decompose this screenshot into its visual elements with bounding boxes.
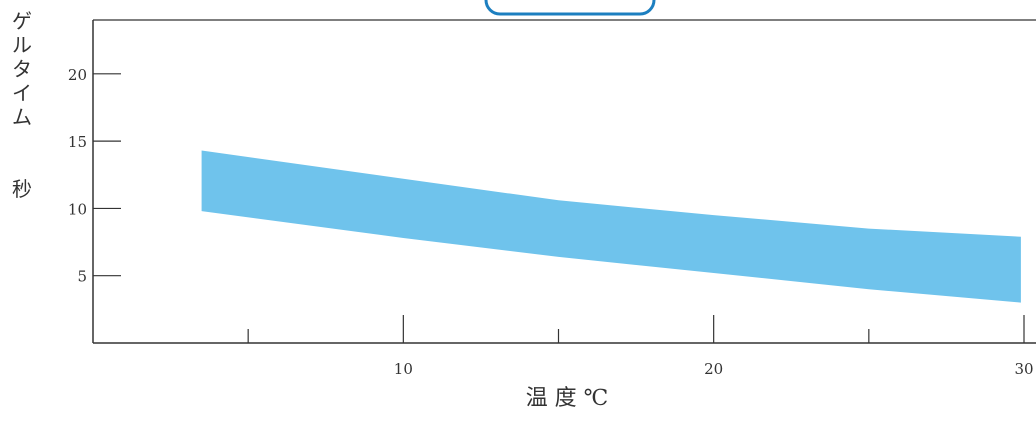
y-tick-label-5: 5: [77, 268, 87, 286]
y-ticks: 5 10 15 20: [68, 66, 121, 286]
y-tick-label-15: 15: [68, 133, 87, 151]
y-tick-label-20: 20: [68, 66, 87, 84]
y-tick-label-10: 10: [68, 200, 87, 218]
header-box: [484, 0, 656, 16]
y-label-char-4: ム: [12, 105, 32, 129]
y-label-unit: 秒: [12, 177, 32, 201]
y-label-char-2: タ: [12, 57, 32, 81]
x-tick-label-20: 20: [704, 360, 723, 378]
y-label-char-1: ル: [12, 33, 32, 57]
gel-time-band-0: [201, 150, 1021, 303]
y-label-char-0: ゲ: [12, 9, 32, 33]
y-label-char-3: イ: [12, 81, 32, 105]
x-tick-label-30: 30: [1014, 360, 1033, 378]
band-layer: [201, 150, 1021, 303]
x-ticks: 10 20 30: [247, 315, 1034, 378]
x-axis-label: 温 度 ℃: [526, 386, 609, 411]
x-tick-label-10: 10: [394, 360, 413, 378]
